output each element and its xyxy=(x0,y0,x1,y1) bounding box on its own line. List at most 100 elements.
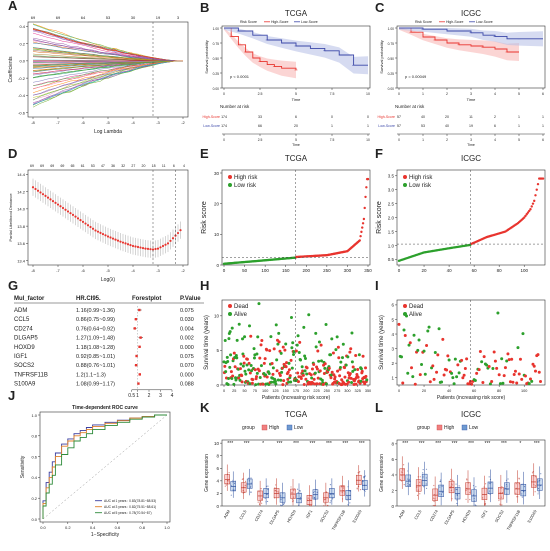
h-dead-point xyxy=(262,361,266,365)
d-deviance-point xyxy=(169,239,172,242)
h-alive-point xyxy=(320,359,324,363)
i-dead-point xyxy=(532,364,536,368)
box-jitter-point xyxy=(422,468,424,471)
k-gene-label: IGF1 xyxy=(305,508,314,519)
box-jitter-point xyxy=(226,482,228,485)
box-jitter-point xyxy=(537,487,540,490)
h-dead-point xyxy=(354,353,358,357)
h-dead-point xyxy=(257,369,261,373)
h-dead-point xyxy=(281,383,285,387)
b-ylabel: Survival probability xyxy=(204,40,209,74)
d-deviance-point xyxy=(106,235,110,238)
h-dead-point xyxy=(315,382,319,386)
box-jitter-point xyxy=(469,491,471,494)
k-gene-label: SOCS2 xyxy=(319,508,330,523)
d-deviance-point xyxy=(96,230,100,233)
box-jitter-point xyxy=(250,477,252,479)
box-jitter-point xyxy=(532,475,535,477)
a-coefficient-path xyxy=(32,39,184,62)
d-y-tick-label: 14.0 xyxy=(17,207,26,212)
d-deviance-point xyxy=(61,206,65,210)
h-alive-point xyxy=(320,378,324,382)
i-alive-point xyxy=(455,375,459,379)
risk-value: 0 xyxy=(331,115,333,119)
c-x-tick-label: 1 xyxy=(422,92,424,96)
box-jitter-point xyxy=(324,503,326,505)
h-dead-point xyxy=(356,367,360,371)
legend-title: group xyxy=(242,425,255,431)
i-x-tick-label: 40 xyxy=(447,389,451,393)
risk-row-label: Low-Score xyxy=(378,124,395,128)
box-jitter-point xyxy=(341,491,343,493)
i-alive-point xyxy=(452,382,456,386)
e-x-tick-label: 0 xyxy=(223,268,226,273)
h-alive-point xyxy=(344,363,348,367)
h-dead-point xyxy=(255,375,259,379)
box-jitter-point xyxy=(432,504,434,507)
h-alive-point xyxy=(334,348,338,352)
h-dead-point xyxy=(364,374,368,378)
h-alive-point xyxy=(296,334,300,338)
i-x-tick-label: 60 xyxy=(472,389,476,393)
box-jitter-point xyxy=(506,488,508,490)
h-dead-point xyxy=(296,371,300,375)
b-risk-x-tick-label: 7.5 xyxy=(330,138,335,142)
b-title: TCGA xyxy=(285,9,308,18)
d-deviance-point xyxy=(109,236,112,239)
h-dead-point xyxy=(356,375,360,379)
box-jitter-point xyxy=(275,489,277,492)
d-deviance-point xyxy=(86,224,90,227)
d-top-tick-label: 6 xyxy=(173,164,175,168)
box-iqr xyxy=(448,480,455,494)
box-jitter-point xyxy=(416,494,419,496)
h-dead-point xyxy=(348,350,352,354)
h-alive-point xyxy=(234,376,238,380)
i-dead-point xyxy=(432,377,436,381)
d-deviance-point xyxy=(124,242,127,245)
box-jitter-point xyxy=(342,487,345,489)
i-dead-point xyxy=(513,369,517,373)
box-jitter-point xyxy=(309,505,311,507)
d-deviance-point xyxy=(146,247,150,250)
box-jitter-point xyxy=(425,483,427,485)
d-deviance-point xyxy=(131,244,135,248)
h-alive-point xyxy=(241,364,245,368)
box-jitter-point xyxy=(469,498,471,501)
f-ylabel: Risk score xyxy=(376,201,383,234)
h-alive-point xyxy=(267,372,271,376)
h-dead-point xyxy=(349,376,353,380)
box-jitter-point xyxy=(291,492,293,494)
i-dead-point xyxy=(533,369,537,373)
i-dead-point xyxy=(503,366,507,370)
l-gene-label: IGF1 xyxy=(480,508,489,519)
box-jitter-point xyxy=(501,492,503,494)
f-y-tick-label: 2.5 xyxy=(388,201,395,206)
k-gene-label: HOXD9 xyxy=(286,508,298,523)
h-x-tick-label: 50 xyxy=(242,389,246,393)
i-alive-point xyxy=(488,382,492,386)
h-alive-point xyxy=(346,355,350,359)
box-jitter-point xyxy=(267,485,269,487)
g-factor: HOXD9 xyxy=(14,345,35,351)
k-significance: *** xyxy=(359,441,365,447)
i-dead-point xyxy=(463,366,467,370)
plot-frame xyxy=(39,411,171,523)
h-alive-point xyxy=(228,365,232,369)
h-alive-point xyxy=(290,366,294,370)
i-dead-point xyxy=(487,364,491,368)
box-jitter-point xyxy=(450,489,452,492)
box-jitter-point xyxy=(292,500,295,502)
h-alive-point xyxy=(248,324,252,328)
g-factor: ADM xyxy=(14,308,27,314)
j-title: Time-dependent ROC curve xyxy=(72,405,138,411)
box-jitter-point xyxy=(539,479,541,481)
i-alive-point xyxy=(450,371,454,375)
h-dead-point xyxy=(282,379,286,383)
h-dead-point xyxy=(316,376,320,380)
h-alive-point xyxy=(302,325,306,329)
box-jitter-point xyxy=(347,497,349,499)
risk-value: 1 xyxy=(542,115,544,119)
h-alive-point xyxy=(313,371,317,375)
risk-value: 53 xyxy=(421,124,425,128)
h-alive-point xyxy=(314,345,318,349)
